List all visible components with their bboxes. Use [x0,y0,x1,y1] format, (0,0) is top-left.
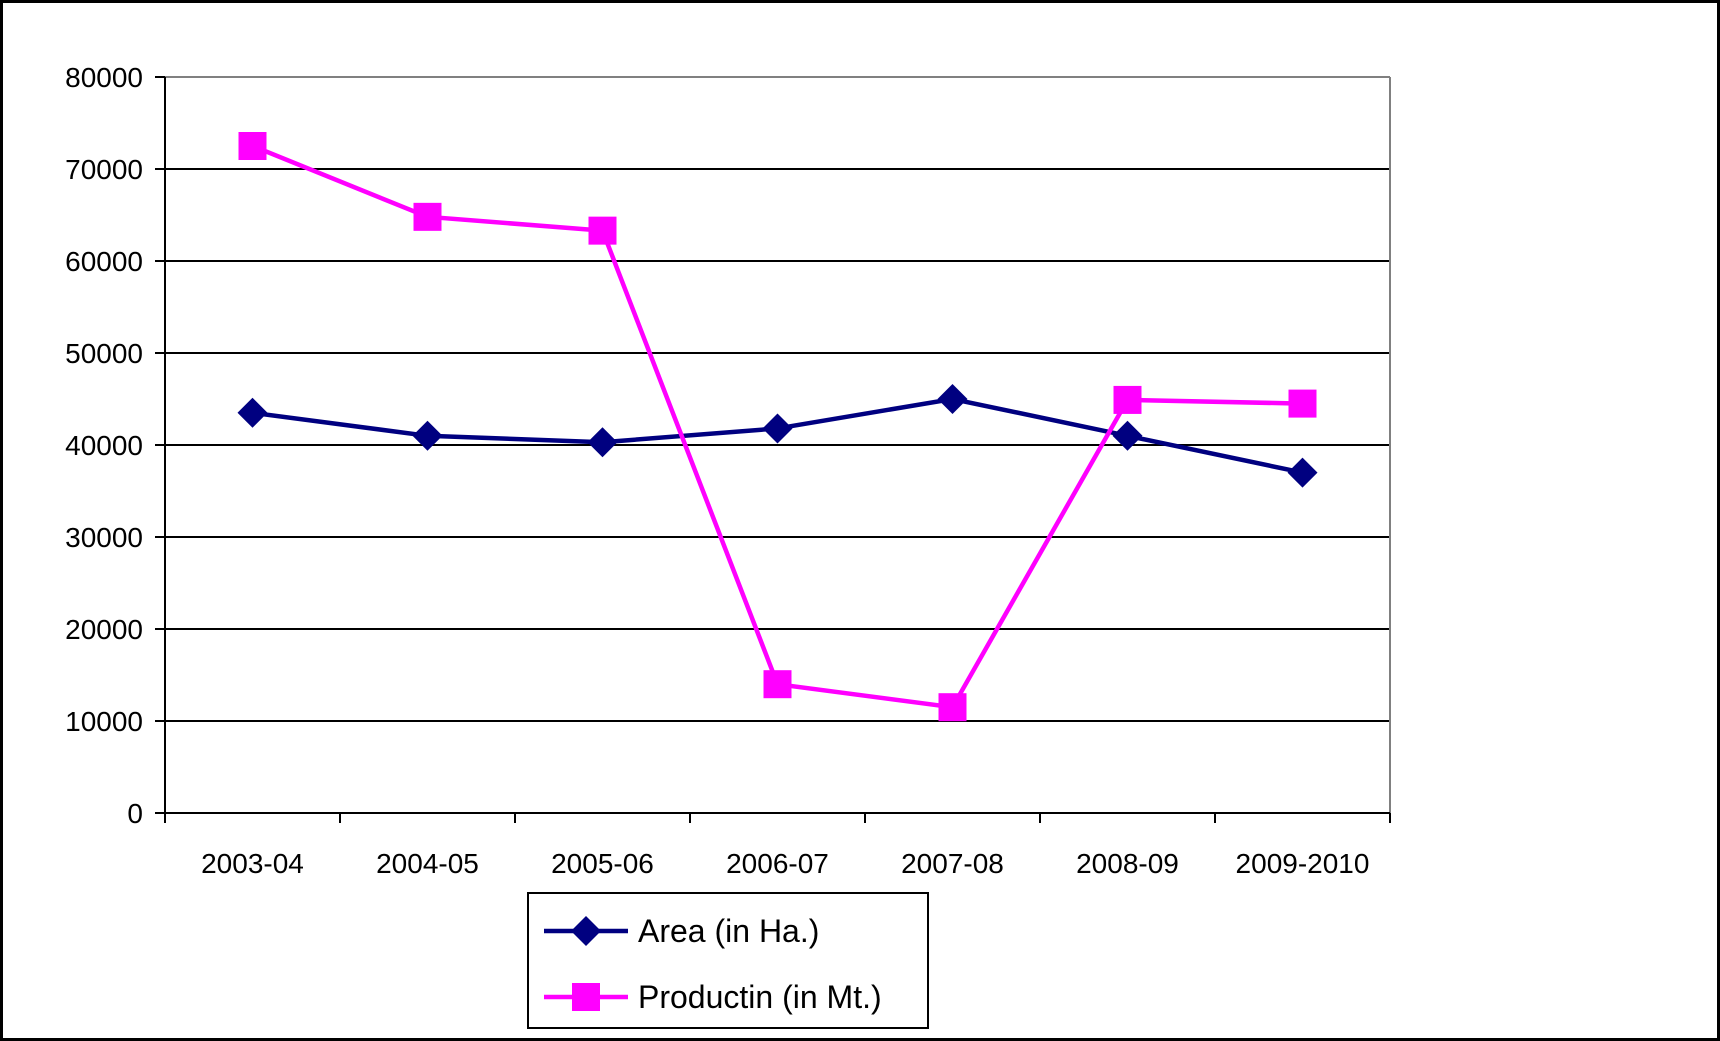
x-tick-label: 2009-2010 [1236,848,1370,879]
y-tick-label: 10000 [65,706,143,737]
production-point [763,670,792,699]
y-tick-label: 20000 [65,614,143,645]
area-point [237,397,268,428]
y-tick-label: 30000 [65,522,143,553]
production-point [588,216,617,245]
series-markers [237,132,1318,722]
x-tick-label: 2006-07 [726,848,829,879]
y-tick-label: 0 [127,798,143,829]
gridlines [165,76,1390,722]
area-point [1287,457,1318,488]
area-point [937,384,968,414]
area-point [762,413,793,444]
y-tick-label: 70000 [65,154,143,185]
area-point [412,420,443,451]
x-tick-label: 2007-08 [901,848,1004,879]
legend-marker-2 [572,983,600,1011]
legend: Area (in Ha.) Productin (in Mt.) [527,892,929,1029]
y-tick-label: 60000 [65,246,143,277]
axes [155,76,1391,823]
x-tick-label: 2003-04 [201,848,304,879]
production-point [1288,389,1317,418]
x-tick-label: 2005-06 [551,848,654,879]
x-tick-label: 2004-05 [376,848,479,879]
production-point [238,132,267,160]
y-tick-label: 80000 [65,62,143,93]
legend-marker-1 [571,916,601,946]
production-point [938,693,967,722]
tick-labels: 0 10000 20000 30000 40000 50000 60000 70000 8000… [65,62,1369,879]
area-point [587,427,618,458]
area-point [1112,420,1143,451]
x-tick-label: 2008-09 [1076,848,1179,879]
legend-label-2: Productin (in Mt.) [638,979,882,1015]
production-point [413,202,442,231]
y-tick-label: 50000 [65,338,143,369]
production-point [1113,385,1142,414]
legend-label-1: Area (in Ha.) [638,913,819,949]
y-tick-label: 40000 [65,430,143,461]
